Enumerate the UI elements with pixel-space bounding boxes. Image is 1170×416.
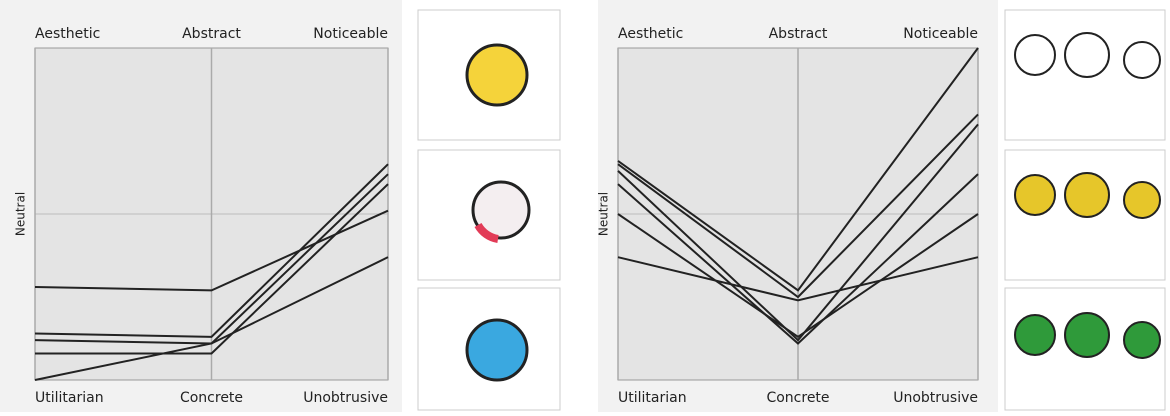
leaf [1124, 42, 1160, 78]
leaf [1124, 182, 1160, 218]
axis-top-label: Abstract [182, 26, 241, 42]
axis-top-label: Aesthetic [618, 26, 683, 42]
y-axis-label: Neutral [14, 192, 28, 236]
skull-blue [467, 320, 527, 380]
skull-yellow [467, 45, 527, 105]
leaf [1015, 35, 1055, 75]
leaf [1065, 313, 1109, 357]
axis-bottom-label: Utilitarian [35, 390, 104, 406]
axis-top-label: Noticeable [313, 26, 388, 42]
figure: Aesthetic Utilitarian Abstract Concrete Noti… [0, 0, 1170, 412]
axis-bottom-label: Concrete [180, 390, 243, 406]
leaf [1065, 33, 1109, 77]
leaf [1065, 173, 1109, 217]
leaf [1015, 315, 1055, 355]
axis-top-label: Abstract [769, 26, 828, 42]
axis-top-label: Aesthetic [35, 26, 100, 42]
axis-bottom-label: Concrete [766, 390, 829, 406]
axis-bottom-label: Unobtrusive [893, 390, 978, 406]
leaf [1015, 175, 1055, 215]
axis-bottom-label: Unobtrusive [303, 390, 388, 406]
axis-top-label: Noticeable [903, 26, 978, 42]
leaf [1124, 322, 1160, 358]
y-axis-label: Neutral [597, 192, 611, 236]
axis-bottom-label: Utilitarian [618, 390, 687, 406]
skull-icons [467, 45, 529, 380]
